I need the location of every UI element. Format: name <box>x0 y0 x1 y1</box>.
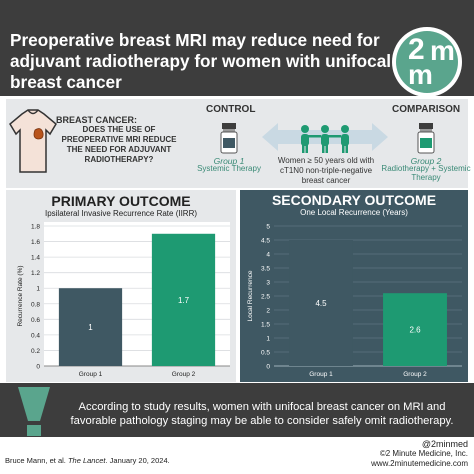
population-description: Women ≥ 50 years old with cT1N0 non-trip… <box>277 156 375 185</box>
y-tick-label: 1 <box>266 336 270 343</box>
bar-data-label: 4.5 <box>315 299 327 308</box>
y-tick-label: 4 <box>266 252 270 259</box>
x-tick-label: Group 2 <box>403 371 427 378</box>
logo-text-m2: m <box>408 59 433 90</box>
copyright: ©2 Minute Medicine, Inc. <box>379 449 468 458</box>
logo-circle: 2 m m <box>396 31 458 93</box>
bar-data-label: 1 <box>88 323 93 332</box>
bar <box>383 293 447 366</box>
y-tick-label: 5 <box>266 224 270 231</box>
y-tick-label: 3.5 <box>261 266 270 273</box>
comparison-label: COMPARISON <box>392 104 461 115</box>
y-axis-label: Recurrence Rate (%) <box>17 265 24 326</box>
bar-data-label: 2.6 <box>409 326 421 335</box>
people-icon <box>301 125 349 153</box>
social-handle: @2minmed <box>421 439 468 449</box>
control-label: CONTROL <box>206 104 256 115</box>
y-tick-label: 1 <box>36 286 40 293</box>
y-tick-label: 3 <box>266 280 270 287</box>
bar-data-label: 1.7 <box>178 296 190 305</box>
secondary-subtitle: One Local Recurrence (Years) <box>300 208 408 217</box>
y-tick-label: 1.2 <box>31 270 40 277</box>
primary-title: PRIMARY OUTCOME <box>51 193 191 209</box>
y-tick-label: 2.5 <box>261 294 270 301</box>
y-tick-label: 0.4 <box>31 332 40 339</box>
exclamation-icon <box>18 387 50 436</box>
y-tick-label: 2 <box>266 308 270 315</box>
group1-title: Group 1 <box>213 156 245 166</box>
vial-icon <box>220 123 238 154</box>
y-tick-label: 0 <box>266 364 270 371</box>
group2-subtitle: Radiotherapy + Systemic Therapy <box>381 164 471 182</box>
y-tick-label: 0.2 <box>31 348 40 355</box>
citation-authors: Bruce Mann, et al. <box>5 456 68 465</box>
y-tick-label: 4.5 <box>261 238 270 245</box>
secondary-bar-chart: 0 0.5 1 1.5 2 2.5 3 3.5 4 4.5 5 Local Recurrence 4.5… <box>247 222 462 378</box>
vial-icon <box>417 123 435 154</box>
primary-bar-chart: 0 0.2 0.4 0.6 0.8 1 1.2 1.4 1.6 1.8 Recurrence Rat… <box>17 222 230 378</box>
bar <box>58 288 123 366</box>
question-heading: BREAST CANCER: <box>56 115 137 125</box>
y-tick-label: 0.8 <box>31 301 40 308</box>
citation-journal: The Lancet <box>67 456 106 465</box>
shirt-icon <box>9 109 57 173</box>
brand-logo: 2 m m <box>392 27 462 97</box>
conclusion-text: According to study results, women with u… <box>70 401 454 427</box>
bar <box>151 233 216 366</box>
y-tick-label: 0 <box>36 364 40 371</box>
y-tick-label: 1.5 <box>261 322 270 329</box>
conclusion-banner <box>0 383 474 437</box>
bar <box>289 240 353 366</box>
secondary-outcome-panel: SECONDARY OUTCOME One Local Recurrence (… <box>240 190 468 382</box>
y-axis-label: Local Recurrence <box>247 270 254 321</box>
website-link[interactable]: www.2minutemedicine.com <box>371 459 468 468</box>
study-question: BREAST CANCER: DOES THE USE OF PREOPERAT… <box>56 115 182 165</box>
primary-subtitle: Ipsilateral Invasive Recurrence Rate (II… <box>44 209 198 218</box>
group2-title: Group 2 <box>410 156 442 166</box>
y-tick-label: 1.4 <box>31 255 40 262</box>
page-title: Preoperative breast MRI may reduce need … <box>10 30 392 92</box>
double-arrow-icon <box>262 123 388 153</box>
credits: @2minmed ©2 Minute Medicine, Inc. www.2m… <box>371 439 468 469</box>
group1-subtitle: Systemic Therapy <box>197 164 261 173</box>
y-tick-label: 1.6 <box>31 239 40 246</box>
x-tick-label: Group 1 <box>309 371 333 378</box>
logo-text-2: 2 <box>408 33 425 66</box>
logo-text-m1: m <box>430 35 455 66</box>
primary-outcome-panel: PRIMARY OUTCOME Ipsilateral Invasive Rec… <box>6 190 236 382</box>
y-tick-label: 0.6 <box>31 317 40 324</box>
citation-date: . January 20, 2024. <box>105 456 170 465</box>
x-tick-label: Group 2 <box>172 371 196 378</box>
question-body: DOES THE USE OF PREOPERATIVE MRI REDUCE … <box>61 125 177 164</box>
secondary-title: SECONDARY OUTCOME <box>271 192 437 208</box>
y-tick-label: 0.5 <box>261 350 270 357</box>
citation: Bruce Mann, et al. The Lancet. January 2… <box>5 456 170 465</box>
y-tick-label: 1.8 <box>31 224 40 231</box>
x-tick-label: Group 1 <box>79 371 103 378</box>
